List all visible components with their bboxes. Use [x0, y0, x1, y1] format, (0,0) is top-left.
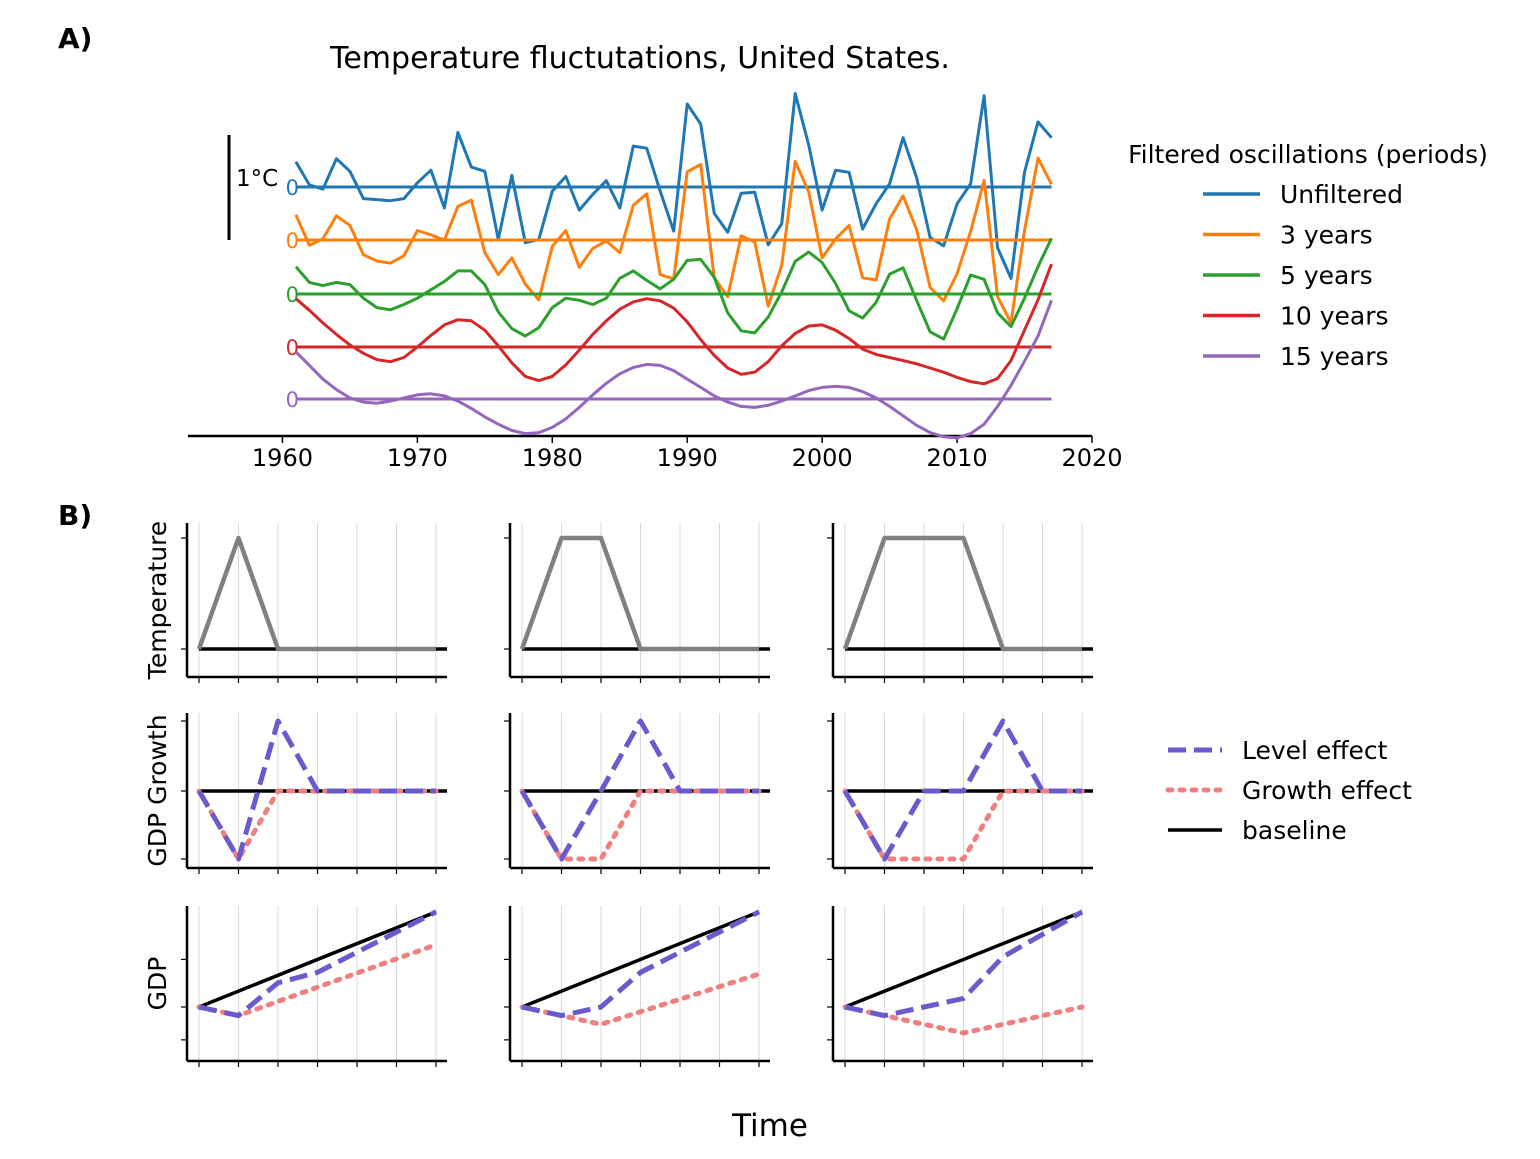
legend-entry: 5 years — [1280, 261, 1373, 290]
row-label: GDP Growth — [143, 714, 172, 866]
zero-label: 0 — [286, 176, 299, 200]
subplot — [181, 523, 447, 683]
x-tick-label: 2000 — [792, 444, 853, 472]
chart-title: Temperature fluctutations, United States… — [329, 41, 950, 76]
legend-entry: Growth effect — [1242, 776, 1412, 805]
x-tick-label: 1980 — [522, 444, 583, 472]
series-line — [294, 263, 1053, 386]
subplot — [181, 713, 447, 874]
row-label: GDP — [143, 957, 172, 1011]
subplot — [827, 906, 1093, 1067]
panel-label-b: B) — [58, 499, 92, 532]
level-effect-line — [844, 909, 1084, 1019]
panel-label-a: A) — [58, 22, 92, 55]
x-tick-label: 2010 — [927, 444, 988, 472]
level-effect-line — [519, 718, 759, 862]
panel-b-grid: Temperature GDP Growth GDP — [143, 521, 1093, 1067]
panel-a-plot: 1960 1970 1980 1990 2000 2010 2020 1°C 0 0 0 0 0 — [188, 92, 1123, 472]
zero-label: 0 — [286, 283, 299, 307]
zero-label: 0 — [286, 229, 299, 253]
baseline-line — [198, 910, 437, 1009]
growth-effect-line — [519, 971, 762, 1027]
level-effect-line — [842, 718, 1082, 862]
scale-bar-label: 1°C — [236, 166, 278, 192]
x-tick-label: 1990 — [657, 444, 718, 472]
subplot — [504, 906, 770, 1067]
subplot — [181, 906, 447, 1067]
legend-entry: Unfiltered — [1280, 180, 1403, 209]
subplot — [504, 713, 770, 874]
series-line — [294, 92, 1053, 280]
legend-entry: 10 years — [1280, 302, 1389, 331]
legend-entry: Level effect — [1242, 736, 1388, 765]
x-tick-label: 2020 — [1061, 444, 1122, 472]
subplot — [827, 523, 1093, 683]
series-line — [294, 299, 1053, 440]
legend-title: Filtered oscillations (periods) — [1128, 140, 1488, 169]
x-tick-label: 1970 — [387, 444, 448, 472]
x-tick-label: 1960 — [252, 444, 313, 472]
zero-label: 0 — [286, 388, 299, 412]
level-effect-line — [521, 909, 761, 1019]
baseline-line — [844, 910, 1083, 1009]
legend-entry: 15 years — [1280, 342, 1389, 371]
subplot — [504, 523, 770, 683]
series-line — [294, 237, 1053, 341]
temperature-line — [196, 535, 436, 652]
subplot — [827, 713, 1093, 874]
baseline-line — [521, 910, 760, 1009]
temperature-line — [842, 535, 1082, 652]
temperature-line — [519, 535, 759, 652]
level-effect-line — [198, 909, 438, 1019]
legend-entry: baseline — [1242, 816, 1347, 845]
time-axis-label: Time — [731, 1108, 808, 1144]
row-label: Temperature — [143, 521, 172, 680]
zero-label: 0 — [286, 336, 299, 360]
panel-b-legend: Level effect Growth effect baseline — [1165, 736, 1412, 845]
level-effect-line — [196, 718, 436, 862]
legend-entry: 3 years — [1280, 221, 1373, 250]
panel-a-legend: Filtered oscillations (periods) Unfilter… — [1128, 140, 1488, 371]
